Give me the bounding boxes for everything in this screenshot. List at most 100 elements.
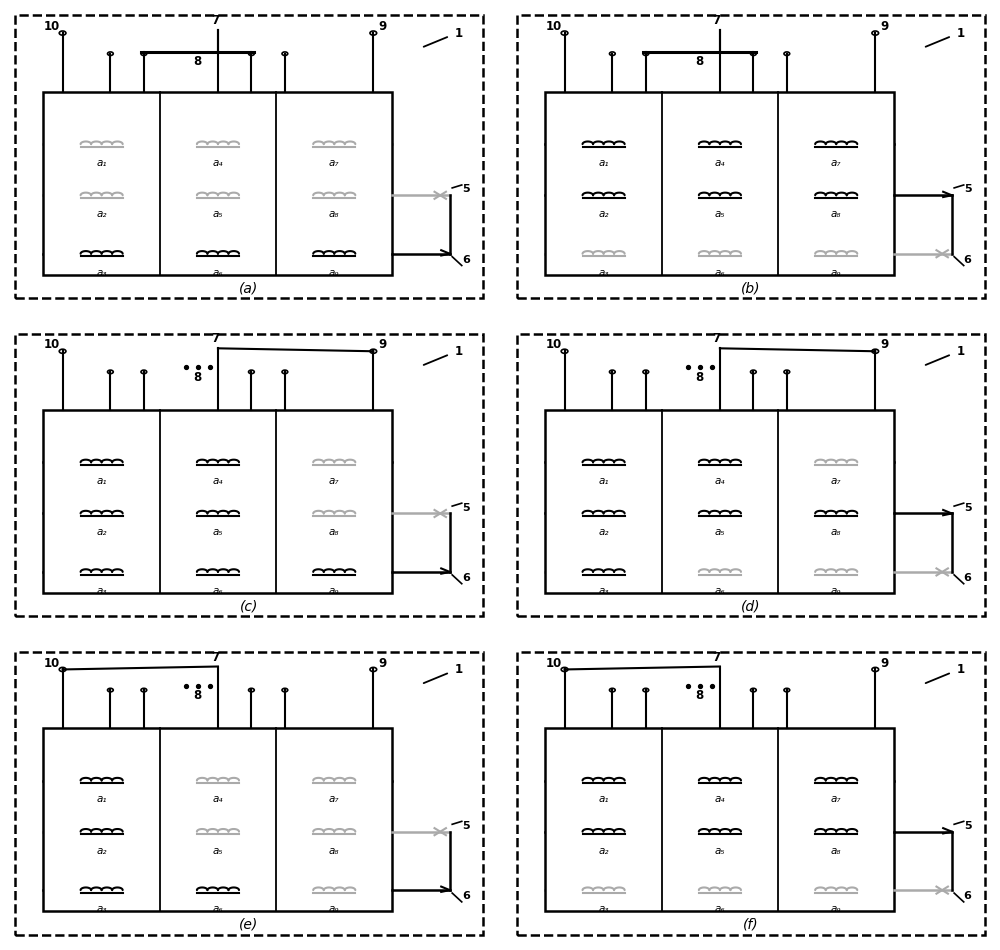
Text: (c): (c) <box>240 599 258 614</box>
Text: 7: 7 <box>713 332 721 346</box>
Text: 8: 8 <box>695 55 704 68</box>
Text: a₂: a₂ <box>598 527 609 538</box>
Text: a₈: a₈ <box>329 527 340 538</box>
Text: 9: 9 <box>880 656 888 670</box>
Text: a₅: a₅ <box>715 527 725 538</box>
Text: (b): (b) <box>741 281 761 295</box>
Text: 9: 9 <box>880 20 888 33</box>
Text: a₂: a₂ <box>96 527 107 538</box>
Text: 6: 6 <box>964 891 972 901</box>
Text: a₃: a₃ <box>96 268 107 277</box>
Text: 9: 9 <box>880 338 888 352</box>
Text: 1: 1 <box>455 27 463 40</box>
Text: a₅: a₅ <box>715 846 725 856</box>
Text: 1: 1 <box>957 345 965 358</box>
Text: a₉: a₉ <box>329 268 340 277</box>
Text: a₇: a₇ <box>329 476 340 486</box>
Text: 9: 9 <box>378 656 386 670</box>
Text: a₅: a₅ <box>715 209 725 219</box>
Text: a₂: a₂ <box>96 209 107 219</box>
Text: a₁: a₁ <box>96 158 107 168</box>
Text: (e): (e) <box>239 918 259 932</box>
Text: a₇: a₇ <box>831 158 841 168</box>
Text: a₅: a₅ <box>213 846 223 856</box>
Text: 1: 1 <box>957 663 965 676</box>
Text: a₆: a₆ <box>715 904 725 914</box>
Text: a₉: a₉ <box>831 586 841 596</box>
Text: a₃: a₃ <box>598 268 609 277</box>
Text: a₃: a₃ <box>96 586 107 596</box>
Text: a₈: a₈ <box>329 209 340 219</box>
Text: a₁: a₁ <box>598 794 609 805</box>
Text: 8: 8 <box>194 55 202 68</box>
Text: 6: 6 <box>462 573 470 582</box>
Text: 7: 7 <box>713 14 721 28</box>
Text: 1: 1 <box>455 663 463 676</box>
Text: a₄: a₄ <box>213 476 223 486</box>
Text: 8: 8 <box>194 689 202 702</box>
Text: (f): (f) <box>743 918 759 932</box>
Text: a₃: a₃ <box>96 904 107 914</box>
Text: 7: 7 <box>211 651 219 664</box>
Text: a₇: a₇ <box>831 476 841 486</box>
Text: 5: 5 <box>462 184 469 195</box>
Bar <box>43 92 392 275</box>
Text: a₆: a₆ <box>213 268 223 277</box>
Text: a₆: a₆ <box>213 586 223 596</box>
Text: a₄: a₄ <box>715 158 725 168</box>
Text: 5: 5 <box>964 184 971 195</box>
Text: a₄: a₄ <box>213 158 223 168</box>
Bar <box>43 410 392 593</box>
Text: 8: 8 <box>695 370 704 384</box>
Text: 1: 1 <box>455 345 463 358</box>
Text: a₈: a₈ <box>831 527 841 538</box>
Text: a₂: a₂ <box>598 209 609 219</box>
Text: 9: 9 <box>378 338 386 352</box>
Text: a₇: a₇ <box>329 158 340 168</box>
Bar <box>545 410 894 593</box>
Text: a₄: a₄ <box>715 476 725 486</box>
Text: 7: 7 <box>713 651 721 664</box>
Text: a₉: a₉ <box>831 904 841 914</box>
Text: a₁: a₁ <box>96 476 107 486</box>
Text: 7: 7 <box>211 332 219 346</box>
Text: a₅: a₅ <box>213 209 223 219</box>
Bar <box>545 729 894 911</box>
Text: a₈: a₈ <box>831 846 841 856</box>
Text: 8: 8 <box>695 689 704 702</box>
Text: 5: 5 <box>462 821 469 830</box>
Text: 5: 5 <box>964 503 971 513</box>
Text: 7: 7 <box>211 14 219 28</box>
Text: a₆: a₆ <box>213 904 223 914</box>
Text: a₈: a₈ <box>831 209 841 219</box>
Text: 9: 9 <box>378 20 386 33</box>
Text: a₃: a₃ <box>598 904 609 914</box>
Text: 10: 10 <box>43 656 60 670</box>
Text: a₄: a₄ <box>715 794 725 805</box>
Text: a₆: a₆ <box>715 268 725 277</box>
Text: a₉: a₉ <box>329 904 340 914</box>
Text: a₁: a₁ <box>598 158 609 168</box>
Text: a₉: a₉ <box>329 586 340 596</box>
Bar <box>545 92 894 275</box>
Text: a₇: a₇ <box>831 794 841 805</box>
Text: 10: 10 <box>545 338 562 352</box>
Text: 10: 10 <box>545 20 562 33</box>
Text: a₅: a₅ <box>213 527 223 538</box>
Text: (d): (d) <box>741 599 761 614</box>
Text: 10: 10 <box>43 20 60 33</box>
Text: a₈: a₈ <box>329 846 340 856</box>
Text: a₁: a₁ <box>598 476 609 486</box>
Text: 10: 10 <box>545 656 562 670</box>
Text: 10: 10 <box>43 338 60 352</box>
Text: 1: 1 <box>957 27 965 40</box>
Text: a₁: a₁ <box>96 794 107 805</box>
Text: a₂: a₂ <box>96 846 107 856</box>
Text: a₄: a₄ <box>213 794 223 805</box>
Text: a₂: a₂ <box>598 846 609 856</box>
Text: 5: 5 <box>462 503 469 513</box>
Text: 8: 8 <box>194 370 202 384</box>
Text: a₉: a₉ <box>831 268 841 277</box>
Text: a₃: a₃ <box>598 586 609 596</box>
Text: 6: 6 <box>964 255 972 265</box>
